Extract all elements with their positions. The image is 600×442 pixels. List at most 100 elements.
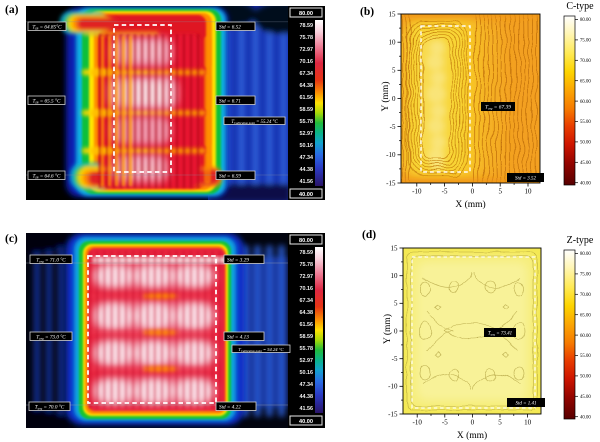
svg-text:Std = 3.52: Std = 3.52 xyxy=(515,177,537,182)
svg-text:Tavg = 71.0 °C: Tavg = 71.0 °C xyxy=(36,256,66,263)
svg-text:0: 0 xyxy=(392,95,396,103)
svg-text:61.56: 61.56 xyxy=(300,95,314,101)
svg-text:58.59: 58.59 xyxy=(300,107,314,113)
svg-text:10: 10 xyxy=(391,272,399,280)
svg-text:50.00: 50.00 xyxy=(580,375,591,380)
svg-text:-5: -5 xyxy=(442,419,448,427)
svg-text:55.78: 55.78 xyxy=(300,346,314,352)
svg-text:TCalibration point = 54.24 °C: TCalibration point = 54.24 °C xyxy=(238,347,284,353)
svg-text:-10: -10 xyxy=(413,419,423,427)
svg-text:Tavg = 67.39: Tavg = 67.39 xyxy=(485,105,511,111)
svg-text:70.00: 70.00 xyxy=(580,59,591,64)
svg-text:75.00: 75.00 xyxy=(580,273,591,278)
svg-text:72.97: 72.97 xyxy=(300,274,314,280)
svg-text:TIR = 65.5 °C: TIR = 65.5 °C xyxy=(33,97,61,104)
svg-text:-5: -5 xyxy=(442,188,448,196)
svg-text:78.59: 78.59 xyxy=(300,250,314,256)
svg-text:-5: -5 xyxy=(390,123,396,131)
svg-text:50.16: 50.16 xyxy=(300,370,314,376)
svg-text:10: 10 xyxy=(524,419,532,427)
svg-text:TIR = 64.85°C: TIR = 64.85°C xyxy=(32,23,62,30)
svg-text:Y (mm): Y (mm) xyxy=(380,82,391,112)
svg-text:72.97: 72.97 xyxy=(300,47,314,53)
svg-text:0: 0 xyxy=(471,419,475,427)
svg-text:(b): (b) xyxy=(360,6,374,18)
svg-text:(d): (d) xyxy=(362,229,376,241)
svg-text:40.00: 40.00 xyxy=(580,181,591,186)
svg-text:80.00: 80.00 xyxy=(299,238,313,244)
svg-text:52.97: 52.97 xyxy=(300,131,314,137)
svg-text:0: 0 xyxy=(394,327,398,335)
svg-text:5: 5 xyxy=(498,188,502,196)
svg-text:-10: -10 xyxy=(386,151,396,159)
svg-text:60.00: 60.00 xyxy=(580,100,591,105)
svg-text:80.00: 80.00 xyxy=(299,11,313,17)
svg-text:10: 10 xyxy=(389,39,397,47)
svg-text:Y (mm): Y (mm) xyxy=(382,314,393,344)
svg-text:15: 15 xyxy=(389,10,397,18)
svg-text:60.00: 60.00 xyxy=(580,334,591,339)
svg-text:(a): (a) xyxy=(5,4,19,16)
svg-text:64.38: 64.38 xyxy=(300,310,314,316)
svg-text:C-type: C-type xyxy=(566,1,594,12)
svg-text:70.00: 70.00 xyxy=(580,293,591,298)
svg-text:55.00: 55.00 xyxy=(580,120,591,125)
svg-text:5: 5 xyxy=(392,67,396,75)
svg-text:78.59: 78.59 xyxy=(300,23,314,29)
svg-text:52.97: 52.97 xyxy=(300,358,314,364)
svg-text:44.38: 44.38 xyxy=(300,167,314,173)
svg-text:Std = 6.71: Std = 6.71 xyxy=(219,98,241,104)
svg-text:40.00: 40.00 xyxy=(580,415,591,420)
svg-text:Tavg = 73.0 °C: Tavg = 73.0 °C xyxy=(36,333,66,340)
svg-text:40.00: 40.00 xyxy=(299,192,313,198)
svg-text:67.34: 67.34 xyxy=(300,71,314,77)
svg-text:41.56: 41.56 xyxy=(300,179,314,185)
svg-text:65.00: 65.00 xyxy=(580,79,591,84)
svg-text:5: 5 xyxy=(498,419,502,427)
svg-text:55.78: 55.78 xyxy=(300,119,314,125)
svg-text:75.78: 75.78 xyxy=(300,262,314,268)
svg-text:50.16: 50.16 xyxy=(300,143,314,149)
svg-text:TIR = 64.6 °C: TIR = 64.6 °C xyxy=(33,172,61,179)
svg-text:15: 15 xyxy=(391,244,399,252)
svg-text:Std = 4.13: Std = 4.13 xyxy=(227,333,249,340)
svg-text:45.00: 45.00 xyxy=(580,161,591,166)
svg-text:64.38: 64.38 xyxy=(300,83,314,89)
svg-text:47.34: 47.34 xyxy=(300,155,314,161)
svg-text:80.00: 80.00 xyxy=(580,252,591,257)
svg-text:Z-type: Z-type xyxy=(567,235,594,246)
svg-text:Std = 3.29: Std = 3.29 xyxy=(227,257,249,263)
svg-text:41.56: 41.56 xyxy=(300,406,314,412)
svg-text:47.34: 47.34 xyxy=(300,382,314,388)
svg-text:58.59: 58.59 xyxy=(300,334,314,340)
svg-text:70.16: 70.16 xyxy=(300,59,314,65)
svg-text:-15: -15 xyxy=(388,410,398,418)
svg-text:X (mm): X (mm) xyxy=(455,199,485,210)
svg-text:-5: -5 xyxy=(392,355,398,363)
svg-text:Std = 1.41: Std = 1.41 xyxy=(515,402,536,407)
svg-text:X (mm): X (mm) xyxy=(457,430,487,441)
svg-text:55.00: 55.00 xyxy=(580,354,591,359)
svg-text:70.16: 70.16 xyxy=(300,286,314,292)
svg-text:Std = 6.52: Std = 6.52 xyxy=(219,24,241,30)
svg-text:45.00: 45.00 xyxy=(580,395,591,400)
svg-text:80.00: 80.00 xyxy=(580,18,591,23)
svg-text:(c): (c) xyxy=(5,233,18,245)
svg-text:44.38: 44.38 xyxy=(300,394,314,400)
svg-text:TCalibration point = 55.24 °C: TCalibration point = 55.24 °C xyxy=(231,120,278,125)
svg-text:50.00: 50.00 xyxy=(580,141,591,146)
svg-text:10: 10 xyxy=(525,188,533,196)
svg-text:65.00: 65.00 xyxy=(580,313,591,318)
svg-text:Std = 6.59: Std = 6.59 xyxy=(219,173,241,179)
svg-text:67.34: 67.34 xyxy=(300,298,314,304)
svg-text:5: 5 xyxy=(394,300,398,308)
svg-text:-10: -10 xyxy=(412,188,422,196)
svg-text:40.00: 40.00 xyxy=(299,419,313,425)
svg-text:-15: -15 xyxy=(386,179,396,187)
svg-text:Std = 4.22: Std = 4.22 xyxy=(219,403,241,410)
svg-text:Tavg = 73.41: Tavg = 73.41 xyxy=(488,332,512,337)
svg-text:0: 0 xyxy=(471,188,475,196)
svg-text:-10: -10 xyxy=(388,383,398,391)
svg-text:Tavg = 70.0 °C: Tavg = 70.0 °C xyxy=(35,403,65,410)
svg-text:75.00: 75.00 xyxy=(580,39,591,44)
